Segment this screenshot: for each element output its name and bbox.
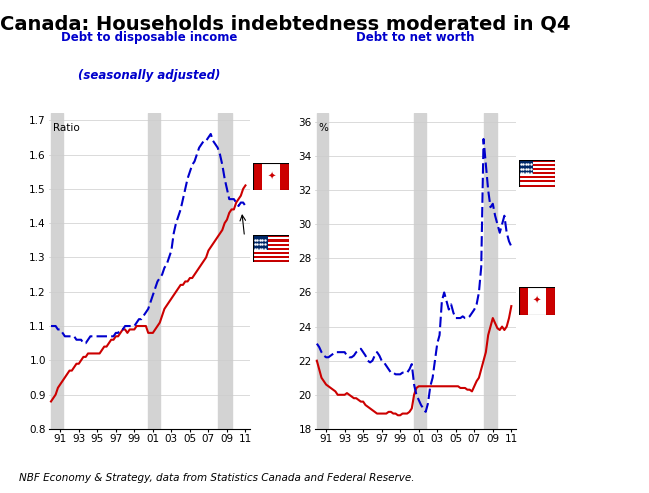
Bar (519, 168, 555, 170)
Bar (253, 238, 289, 240)
Bar (519, 166, 555, 168)
Bar (253, 240, 289, 242)
Text: ✦: ✦ (267, 172, 275, 182)
Bar (253, 254, 289, 256)
Bar (519, 162, 555, 164)
Bar (253, 260, 289, 262)
Bar (484, 113, 497, 429)
Bar (148, 113, 160, 429)
Bar (253, 242, 289, 244)
Bar (253, 163, 262, 190)
Bar (414, 113, 426, 429)
Text: Canada: Households indebtedness moderated in Q4: Canada: Households indebtedness moderate… (0, 15, 571, 34)
Bar (262, 163, 280, 190)
Text: NBF Economy & Strategy, data from Statistics Canada and Federal Reserve.: NBF Economy & Strategy, data from Statis… (19, 473, 415, 483)
Text: Debt to disposable income: Debt to disposable income (61, 31, 238, 44)
Bar (253, 248, 289, 250)
Bar (519, 182, 555, 184)
Bar (528, 287, 546, 315)
Bar (253, 258, 289, 260)
Bar (253, 244, 289, 246)
Bar (519, 160, 533, 174)
Bar (519, 170, 555, 172)
Bar (217, 113, 232, 429)
Bar (519, 180, 555, 182)
Bar (253, 252, 289, 254)
Text: Debt to net worth: Debt to net worth (356, 31, 474, 44)
Bar (253, 246, 289, 248)
Bar (253, 235, 267, 250)
Text: Ratio: Ratio (53, 123, 79, 133)
Bar (317, 113, 328, 429)
Bar (253, 256, 289, 258)
Bar (519, 287, 528, 315)
Bar (519, 160, 555, 162)
Bar (519, 176, 555, 178)
Bar (253, 250, 289, 252)
Bar (253, 235, 289, 238)
Bar (51, 113, 62, 429)
Bar (519, 174, 555, 176)
Bar (519, 178, 555, 180)
Bar (519, 164, 555, 166)
Text: ✦: ✦ (533, 296, 541, 306)
Bar (519, 172, 555, 174)
Bar (280, 163, 289, 190)
Text: (seasonally adjusted): (seasonally adjusted) (78, 69, 221, 82)
Bar (546, 287, 555, 315)
Bar (519, 184, 555, 187)
Text: %: % (319, 123, 328, 133)
